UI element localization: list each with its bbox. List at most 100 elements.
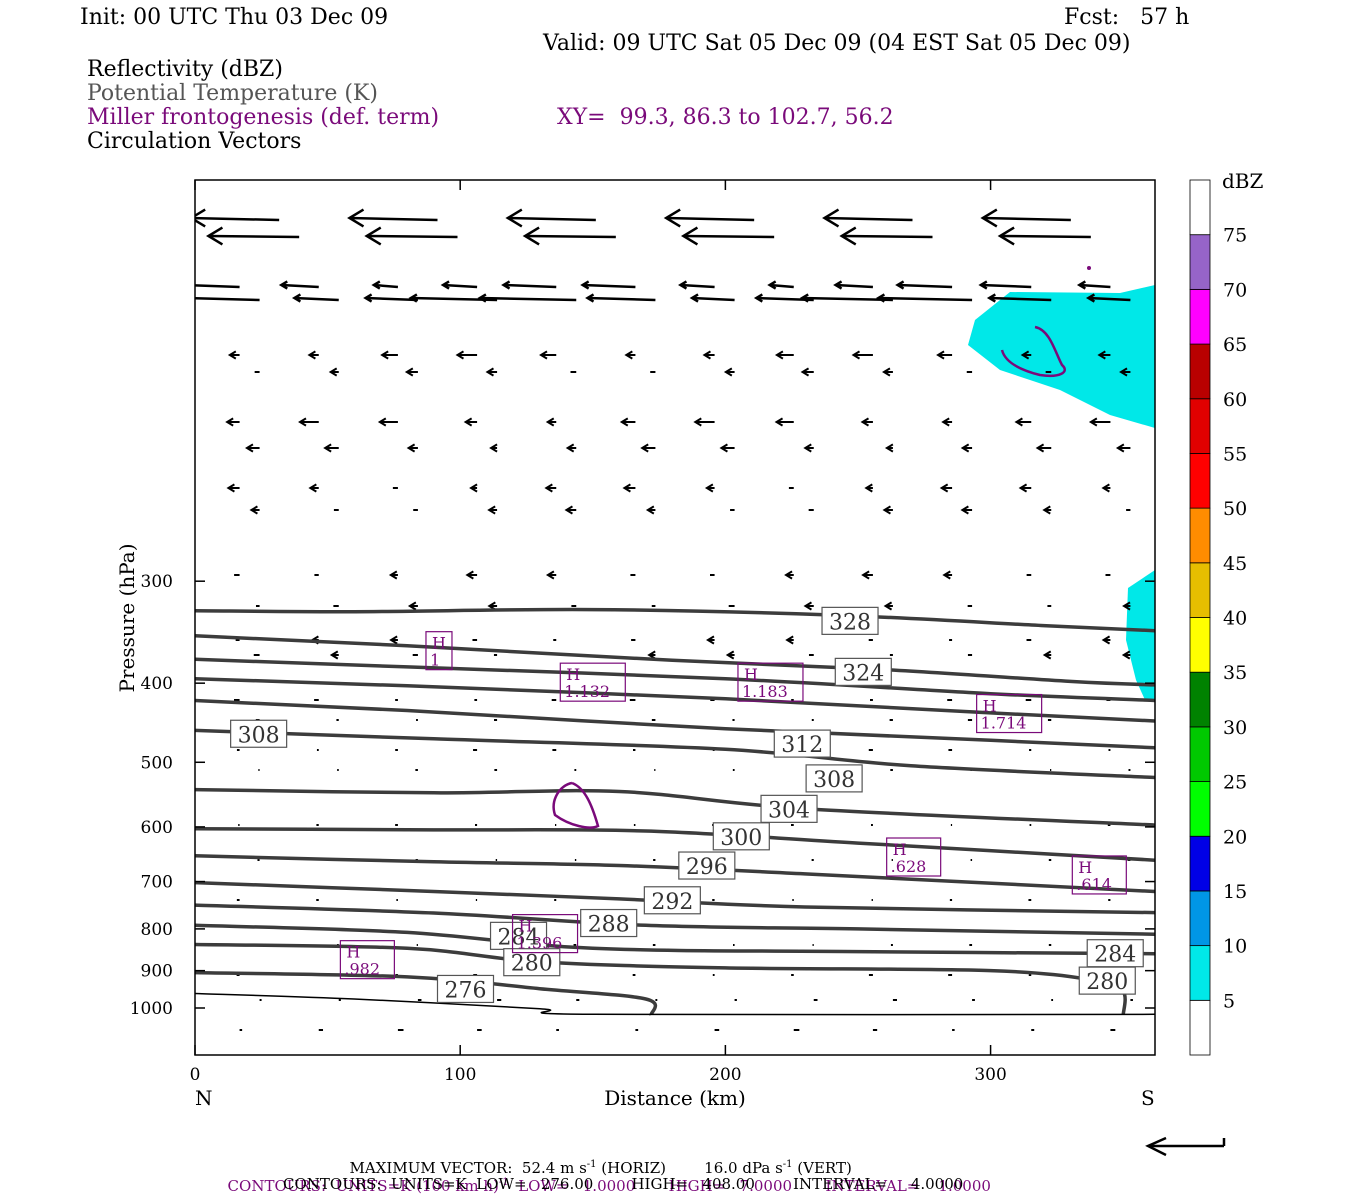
vector-head bbox=[408, 293, 418, 303]
x-tick-label-0: 0 bbox=[190, 1065, 201, 1085]
vector-head bbox=[377, 417, 387, 427]
theta-contour-272 bbox=[195, 992, 1155, 1016]
theta-label-box bbox=[834, 657, 892, 686]
vector-5-1 bbox=[328, 367, 339, 377]
vector-head bbox=[440, 280, 450, 290]
vector-shaft bbox=[195, 284, 240, 289]
vector-shaft bbox=[503, 283, 557, 289]
vector-0-4 bbox=[822, 208, 913, 228]
frontogenesis-high-5: H.614 bbox=[1071, 855, 1127, 895]
vector-head bbox=[407, 601, 417, 611]
vector-head bbox=[545, 570, 555, 580]
vector-head bbox=[986, 293, 996, 303]
vector-head bbox=[465, 570, 474, 580]
vector-shaft bbox=[208, 234, 300, 239]
vector-7-4 bbox=[565, 443, 577, 453]
vector-8-5 bbox=[622, 483, 636, 493]
vector-10-7 bbox=[784, 570, 794, 580]
theta-contour-284 bbox=[195, 923, 1155, 956]
vector-head bbox=[689, 293, 699, 303]
vector-4-11 bbox=[1097, 350, 1111, 360]
vector-5-6 bbox=[723, 367, 735, 377]
vector-0-3 bbox=[663, 208, 755, 228]
vector-head bbox=[489, 443, 498, 453]
vector-shaft bbox=[587, 296, 656, 302]
vector-head bbox=[545, 417, 555, 427]
vector-7-11 bbox=[1115, 443, 1131, 453]
vector-head bbox=[647, 650, 656, 660]
vector-head bbox=[882, 367, 891, 377]
vector-0-0 bbox=[195, 208, 280, 228]
footer-contours1-b: LOW= 1.0000 HIGH= 7.0000 INTERVAL= 1.000… bbox=[508, 1177, 991, 1195]
vector-head bbox=[463, 417, 473, 427]
footer-max-vector: MAXIMUM VECTOR: 52.4 m s bbox=[349, 1159, 587, 1177]
vector-head bbox=[861, 570, 870, 580]
vector-head bbox=[245, 443, 254, 453]
vector-head bbox=[455, 350, 465, 360]
vector-10-3 bbox=[465, 570, 478, 580]
vector-head bbox=[1020, 350, 1030, 360]
theta-label-284-1: 284 bbox=[1086, 939, 1144, 968]
vector-9-3 bbox=[487, 505, 498, 515]
theta-label-text: 292 bbox=[651, 890, 693, 915]
vector-head bbox=[800, 367, 810, 377]
vector-6-0 bbox=[225, 417, 240, 427]
reflectivity-area-upper bbox=[968, 285, 1155, 428]
vector-head bbox=[1042, 505, 1051, 515]
vector-0-5 bbox=[980, 208, 1071, 228]
vector-3-5 bbox=[585, 293, 656, 303]
vector-shaft bbox=[582, 283, 636, 289]
vector-head bbox=[406, 443, 416, 453]
vector-head bbox=[725, 650, 735, 660]
theta-label-text: 280 bbox=[511, 952, 553, 977]
vector-9-0 bbox=[249, 505, 260, 515]
high-value: .628 bbox=[891, 857, 927, 876]
high-marker: H bbox=[519, 917, 533, 936]
frontogenesis-high-6: H1.396 bbox=[511, 914, 579, 954]
vector-shaft bbox=[366, 234, 458, 239]
theta-contour-312 bbox=[195, 698, 1155, 750]
footer-contours1-exponent: -1 bbox=[498, 1177, 509, 1188]
vector-shaft bbox=[878, 296, 973, 302]
vector-0-2 bbox=[505, 208, 596, 228]
vector-head bbox=[1018, 483, 1028, 493]
colorbar-label-30: 30 bbox=[1223, 717, 1247, 739]
y-tick-label-500: 500 bbox=[141, 753, 173, 773]
vector-head bbox=[565, 443, 575, 453]
vector-head bbox=[622, 483, 631, 493]
vector-shaft bbox=[365, 296, 418, 302]
high-box bbox=[511, 914, 579, 954]
colorbar-label-55: 55 bbox=[1223, 443, 1247, 465]
colorbar-label-70: 70 bbox=[1223, 279, 1247, 301]
vector-shaft bbox=[824, 216, 913, 222]
vector-head bbox=[308, 483, 317, 493]
theta-label-text: 280 bbox=[1086, 970, 1128, 995]
high-box bbox=[886, 837, 942, 877]
vector-3-0 bbox=[195, 297, 260, 302]
vector-head bbox=[388, 570, 398, 580]
vector-head bbox=[580, 280, 590, 290]
vector-4-10 bbox=[1020, 350, 1032, 360]
theta-label-text: 328 bbox=[829, 610, 871, 635]
vector-0-1 bbox=[347, 208, 438, 228]
theta-label-284-0: 284 bbox=[489, 921, 548, 950]
frontogenesis-dot bbox=[1087, 266, 1091, 270]
high-marker: H bbox=[566, 665, 580, 684]
theta-contour-296 bbox=[195, 854, 1155, 894]
colorbar-cell-15 bbox=[1189, 179, 1211, 236]
vector-2-2 bbox=[371, 280, 399, 290]
vector-head bbox=[839, 226, 857, 246]
vector-12-6 bbox=[706, 635, 715, 645]
colorbar-cell-8 bbox=[1189, 562, 1211, 618]
vector-3-9 bbox=[875, 293, 973, 303]
vector-head bbox=[693, 417, 702, 427]
x-tick-label-300: 300 bbox=[974, 1065, 1006, 1085]
theta-label-300-0: 300 bbox=[712, 822, 770, 851]
vector-9-5 bbox=[645, 505, 656, 515]
vector-head bbox=[522, 226, 540, 246]
vector-head bbox=[505, 208, 523, 228]
vector-head bbox=[875, 293, 886, 303]
vector-shaft bbox=[683, 234, 775, 239]
field-circulation-vectors: Circulation Vectors bbox=[87, 129, 302, 154]
